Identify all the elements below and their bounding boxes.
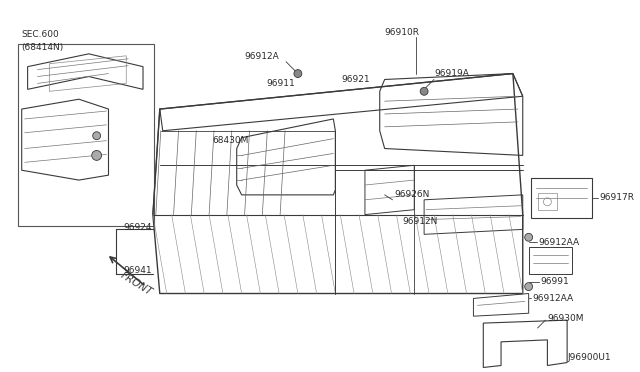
Text: 96910R: 96910R — [385, 28, 420, 36]
Text: 96926N: 96926N — [394, 190, 430, 199]
Circle shape — [420, 87, 428, 95]
Circle shape — [294, 70, 302, 77]
Text: 96921: 96921 — [341, 75, 370, 84]
Text: SEC.600: SEC.600 — [22, 30, 60, 39]
Text: 96991: 96991 — [541, 277, 569, 286]
Text: 96917R: 96917R — [600, 193, 635, 202]
Circle shape — [525, 233, 532, 241]
Text: 96912AA: 96912AA — [532, 294, 573, 303]
Text: FRONT: FRONT — [118, 270, 154, 297]
Text: 96911: 96911 — [266, 79, 295, 88]
Circle shape — [92, 151, 102, 160]
Text: 96930M: 96930M — [547, 314, 584, 323]
Text: 96912N: 96912N — [403, 217, 438, 226]
Text: (68414N): (68414N) — [22, 44, 64, 52]
Text: 96912AA: 96912AA — [538, 238, 580, 247]
Text: 96912A: 96912A — [244, 52, 279, 61]
Text: J96900U1: J96900U1 — [568, 353, 611, 362]
Circle shape — [525, 283, 532, 291]
Text: 96919A: 96919A — [434, 69, 469, 78]
Text: 96941: 96941 — [124, 266, 152, 275]
Text: 68430M: 68430M — [212, 136, 248, 145]
Text: 96924: 96924 — [124, 223, 152, 232]
Circle shape — [93, 132, 100, 140]
